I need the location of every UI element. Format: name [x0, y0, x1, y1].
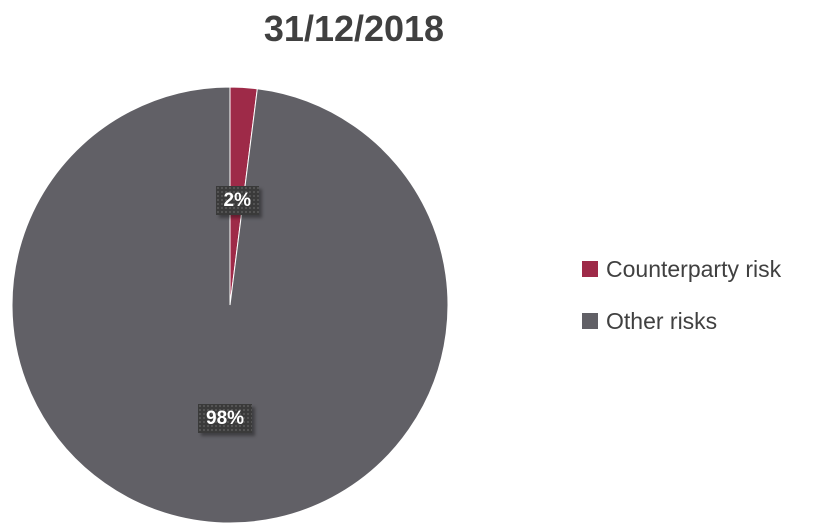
legend-label-counterparty-risk: Counterparty risk [606, 255, 782, 282]
pie-slice-other-risks [11, 86, 449, 523]
legend-swatch-counterparty-risk [582, 261, 598, 277]
data-label-counterparty-risk: 2% [215, 185, 259, 215]
data-label-other-risks: 98% [198, 403, 253, 433]
legend: Counterparty risk Other risks [582, 256, 781, 360]
legend-item-other-risks: Other risks [582, 308, 781, 334]
legend-item-counterparty-risk: Counterparty risk [582, 256, 781, 282]
legend-swatch-other-risks [582, 313, 598, 329]
legend-label-other-risks: Other risks [606, 307, 718, 334]
chart-title: 31/12/2018 [263, 8, 445, 49]
